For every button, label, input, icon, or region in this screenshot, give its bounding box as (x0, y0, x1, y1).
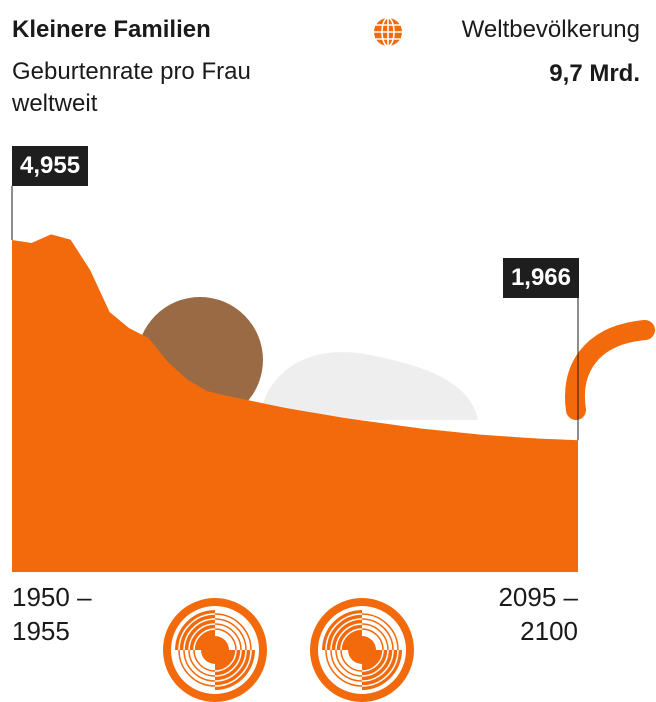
x-tick-label: 2095 – 2100 (478, 580, 578, 648)
value-label: 1,966 (503, 258, 579, 298)
wheel (163, 598, 267, 702)
globe-icon (374, 18, 402, 46)
handle (575, 330, 645, 410)
wheel (310, 598, 414, 702)
x-tick-label: 1950 – 1955 (12, 580, 112, 648)
value-label: 4,955 (12, 146, 88, 186)
page: Kleinere Familien Geburtenrate pro Frau … (0, 0, 656, 702)
annotation-label: Weltbevölkerung (462, 14, 640, 46)
chart-title: Kleinere Familien (12, 14, 211, 46)
chart-subtitle: Geburtenrate pro Frau weltweit (12, 56, 262, 120)
wheels (163, 598, 414, 702)
annotation-value: 9,7 Mrd. (549, 58, 640, 90)
